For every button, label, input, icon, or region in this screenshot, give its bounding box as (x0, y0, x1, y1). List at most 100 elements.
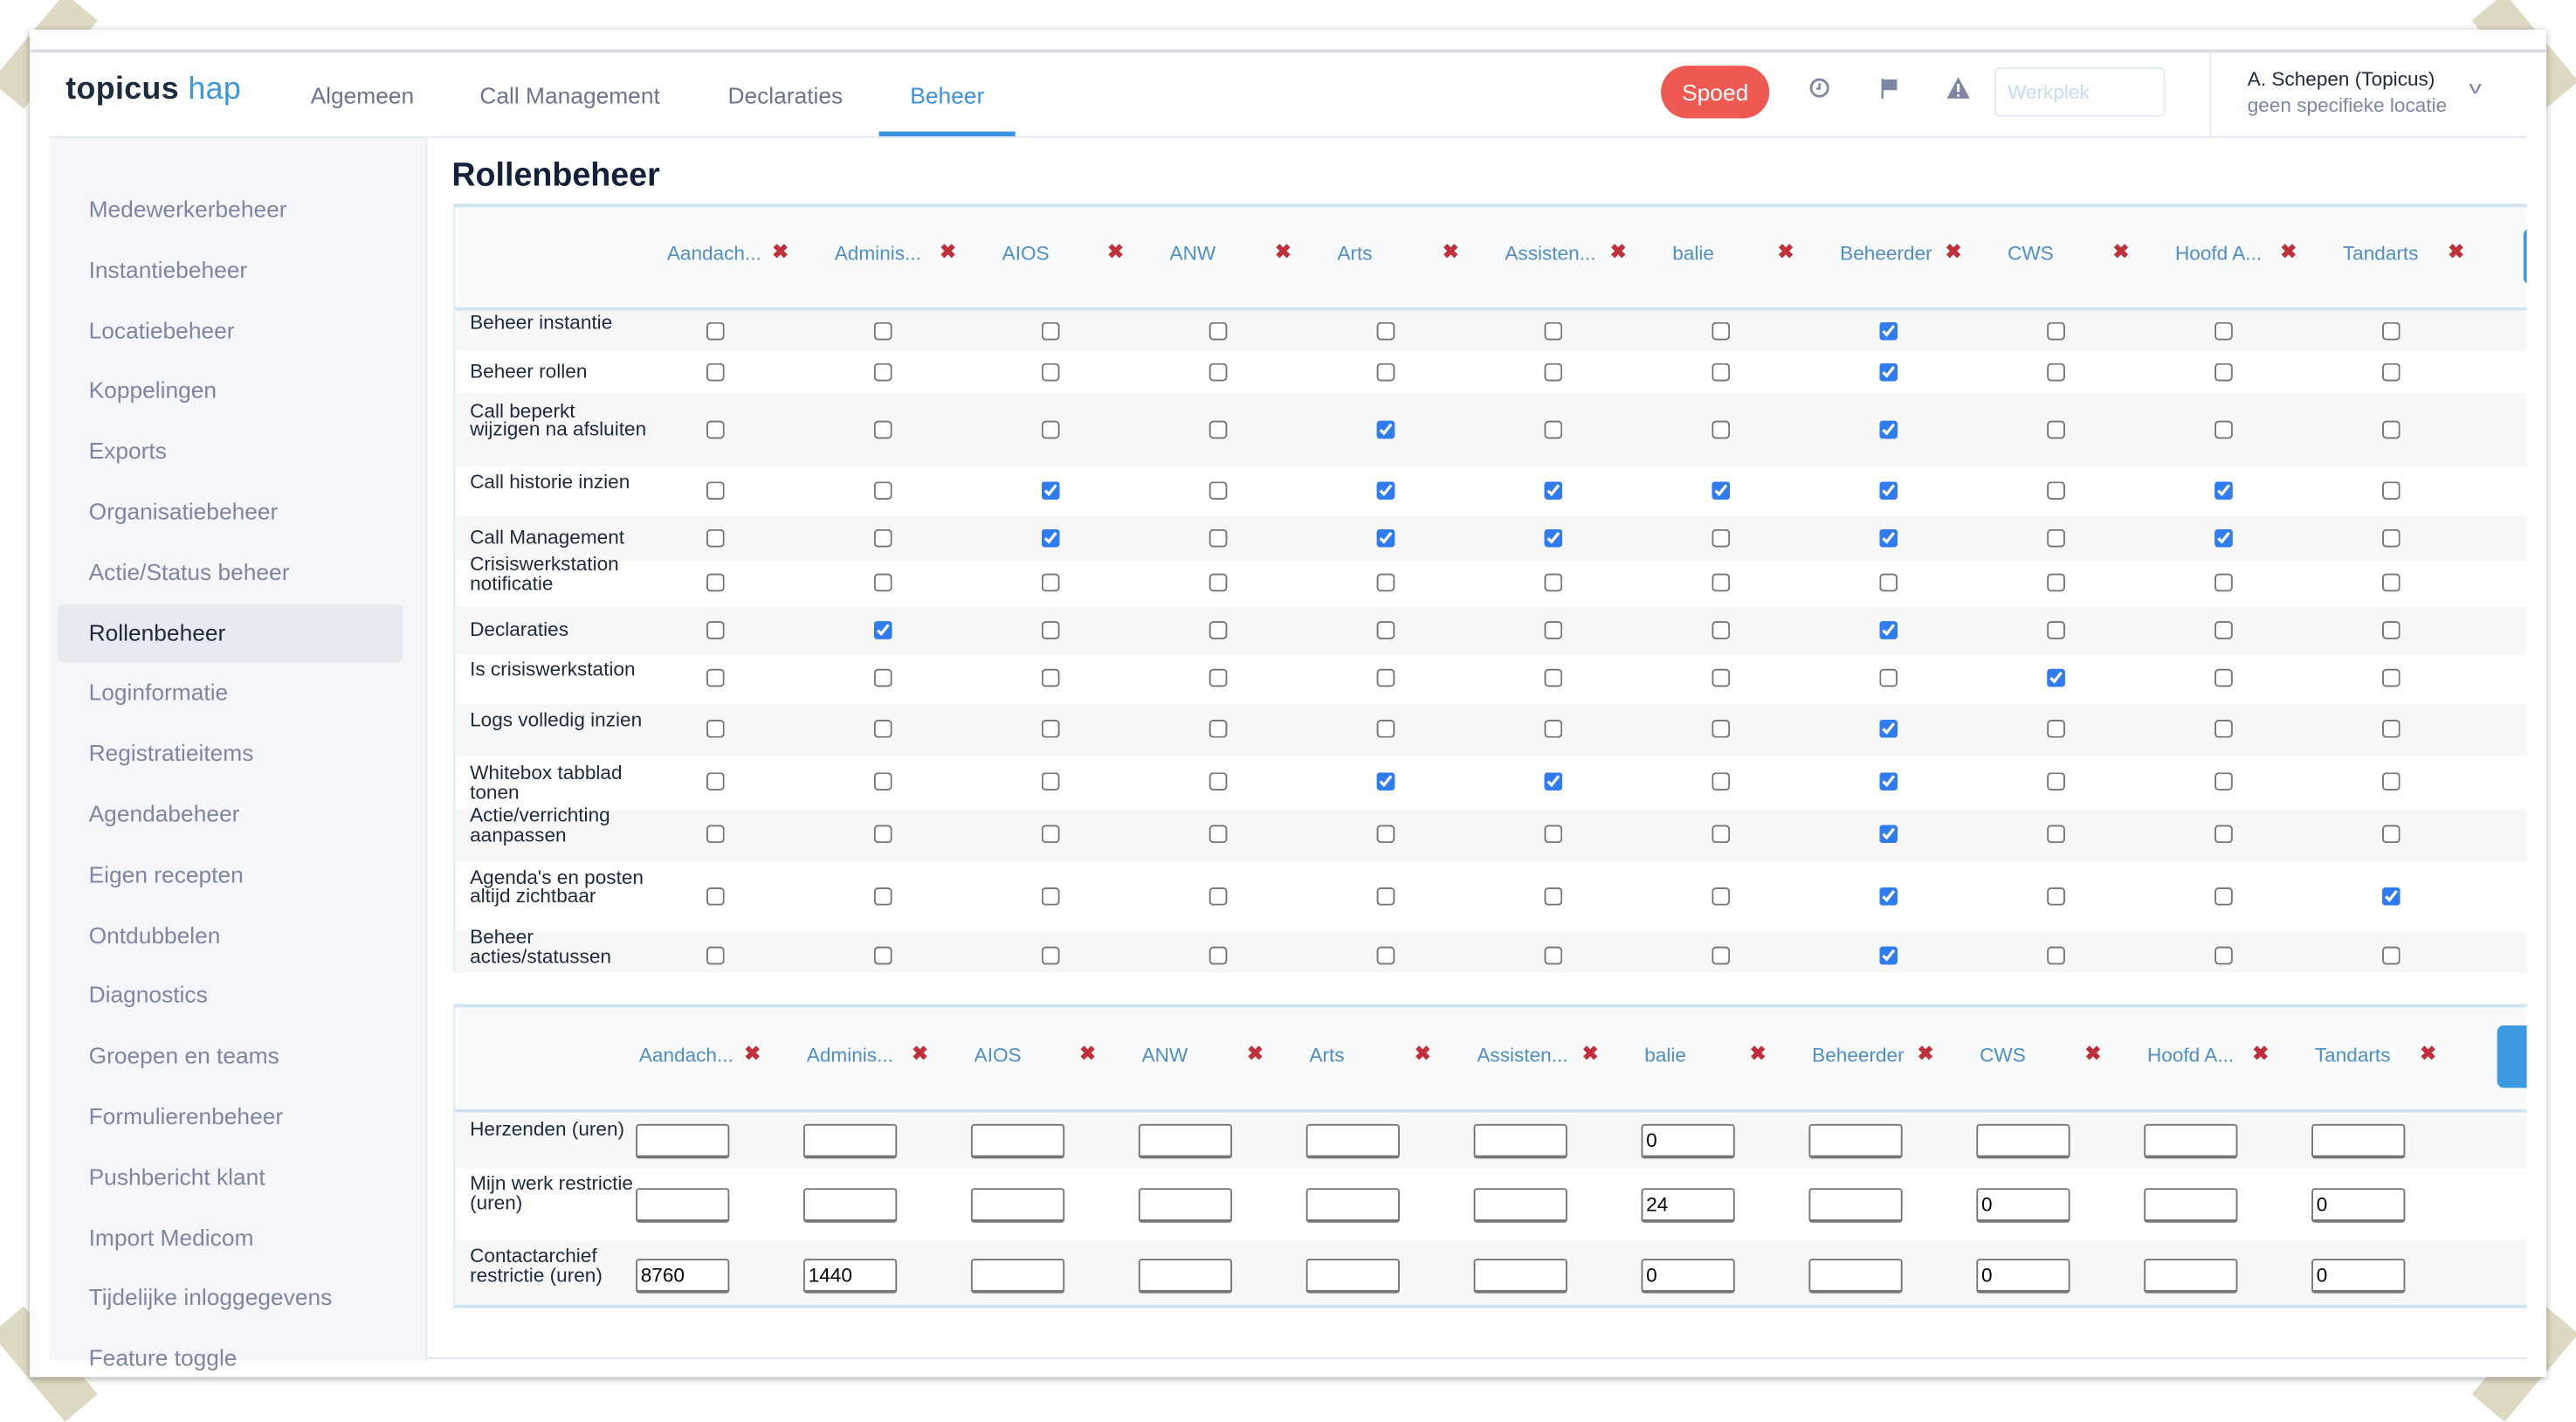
permission-checkbox[interactable] (2382, 362, 2400, 381)
permission-checkbox[interactable] (1041, 321, 1060, 340)
permission-checkbox[interactable] (1544, 668, 1563, 687)
sidebar-item-loginformatie[interactable]: Loginformatie (88, 679, 229, 706)
permission-checkbox[interactable] (2214, 573, 2233, 592)
permission-checkbox[interactable] (1376, 772, 1395, 790)
sidebar-item-organisatiebeheer[interactable]: Organisatiebeheer (88, 498, 279, 525)
remove-role-icon[interactable]: ✖ (2252, 1041, 2269, 1066)
permission-checkbox[interactable] (1209, 668, 1228, 687)
column-header-role[interactable]: CWS (2008, 241, 2054, 265)
sidebar-item-import-medicom[interactable]: Import Medicom (88, 1223, 254, 1250)
setting-input[interactable] (1138, 1188, 1233, 1223)
remove-role-icon[interactable]: ✖ (1414, 1041, 1431, 1066)
permission-checkbox[interactable] (1712, 419, 1731, 438)
setting-input[interactable] (1641, 1123, 1735, 1159)
permission-checkbox[interactable] (873, 668, 892, 687)
permission-checkbox[interactable] (873, 772, 892, 790)
column-header-role[interactable]: Tandarts (2342, 241, 2419, 265)
setting-input[interactable] (1305, 1123, 1400, 1159)
remove-role-icon[interactable]: ✖ (1442, 239, 1459, 264)
setting-input[interactable] (970, 1258, 1065, 1293)
permission-checkbox[interactable] (1376, 481, 1395, 500)
permission-checkbox[interactable] (2382, 720, 2400, 738)
setting-input[interactable] (1138, 1123, 1233, 1159)
column-header-role[interactable]: Assisten... (1505, 241, 1596, 265)
permission-checkbox[interactable] (706, 620, 725, 639)
setting-input[interactable] (2311, 1123, 2406, 1159)
setting-input[interactable] (2144, 1188, 2238, 1223)
spoed-button[interactable]: Spoed (1661, 66, 1770, 119)
sidebar-item-diagnostics[interactable]: Diagnostics (88, 981, 208, 1009)
permission-checkbox[interactable] (1376, 321, 1395, 340)
logo[interactable]: topicus hap (65, 72, 241, 108)
permission-checkbox[interactable] (873, 825, 892, 844)
setting-input[interactable] (1473, 1188, 1567, 1223)
sidebar-item-actie-status-beheer[interactable]: Actie/Status beheer (88, 558, 290, 585)
permission-checkbox[interactable] (1712, 825, 1731, 844)
permission-checkbox[interactable] (873, 419, 892, 438)
permission-checkbox[interactable] (706, 720, 725, 738)
permission-checkbox[interactable] (2214, 946, 2233, 965)
remove-role-icon[interactable]: ✖ (1945, 239, 1962, 264)
permission-checkbox[interactable] (1544, 772, 1563, 790)
nav-declaraties[interactable]: Declaraties (727, 82, 844, 109)
flag-icon[interactable] (1877, 77, 1903, 103)
setting-input[interactable] (1473, 1123, 1567, 1159)
column-header-role[interactable]: Hoofd A... (2146, 1043, 2235, 1067)
permission-checkbox[interactable] (1041, 481, 1060, 500)
column-header-role[interactable]: Arts (1309, 1043, 1345, 1067)
warning-icon[interactable] (1946, 77, 1972, 103)
column-header-role[interactable]: Aandach... (666, 241, 761, 265)
permission-checkbox[interactable] (1544, 362, 1563, 381)
column-header-role[interactable]: ANW (1169, 241, 1216, 265)
permission-checkbox[interactable] (706, 887, 725, 905)
permission-checkbox[interactable] (1376, 362, 1395, 381)
permission-checkbox[interactable] (873, 573, 892, 592)
permission-checkbox[interactable] (1376, 825, 1395, 844)
permission-checkbox[interactable] (873, 528, 892, 547)
column-header-role[interactable]: Aandach... (638, 1043, 734, 1067)
remove-role-icon[interactable]: ✖ (772, 239, 789, 264)
permission-checkbox[interactable] (706, 419, 725, 438)
remove-role-icon[interactable]: ✖ (2280, 239, 2297, 264)
column-header-role[interactable]: AIOS (974, 1043, 1022, 1067)
permission-checkbox[interactable] (1041, 620, 1060, 639)
permission-checkbox[interactable] (1376, 668, 1395, 687)
permission-checkbox[interactable] (1041, 887, 1060, 905)
permission-checkbox[interactable] (873, 720, 892, 738)
permission-checkbox[interactable] (2047, 772, 2065, 790)
permission-checkbox[interactable] (1712, 573, 1731, 592)
column-header-role[interactable]: Hoofd A... (2174, 241, 2263, 265)
permission-checkbox[interactable] (1544, 321, 1563, 340)
permission-checkbox[interactable] (1544, 573, 1563, 592)
permission-checkbox[interactable] (2382, 620, 2400, 639)
column-header-role[interactable]: AIOS (1002, 241, 1050, 265)
permission-checkbox[interactable] (706, 481, 725, 500)
permission-checkbox[interactable] (2214, 668, 2233, 687)
permission-checkbox[interactable] (706, 573, 725, 592)
sidebar-item-locatiebeheer[interactable]: Locatiebeheer (88, 316, 235, 343)
column-header-role[interactable]: Tandarts (2314, 1043, 2391, 1067)
permission-checkbox[interactable] (2214, 887, 2233, 905)
permission-checkbox[interactable] (1209, 720, 1228, 738)
permission-checkbox[interactable] (2214, 620, 2233, 639)
permission-checkbox[interactable] (2382, 419, 2400, 438)
permission-checkbox[interactable] (706, 528, 725, 547)
permission-checkbox[interactable] (1712, 772, 1731, 790)
permission-checkbox[interactable] (873, 362, 892, 381)
sidebar-item-formulierenbeheer[interactable]: Formulierenbeheer (88, 1102, 284, 1129)
column-header-role[interactable]: balie (1672, 241, 1714, 265)
permission-checkbox[interactable] (2382, 668, 2400, 687)
sidebar-item-pushbericht-klant[interactable]: Pushbericht klant (88, 1163, 265, 1190)
remove-role-icon[interactable]: ✖ (1749, 1041, 1767, 1066)
setting-input[interactable] (1641, 1188, 1735, 1223)
permission-checkbox[interactable] (1209, 772, 1228, 790)
setting-input[interactable] (970, 1123, 1065, 1159)
column-header-role[interactable]: ANW (1141, 1043, 1188, 1067)
permission-checkbox[interactable] (1376, 946, 1395, 965)
permission-checkbox[interactable] (1544, 720, 1563, 738)
permission-checkbox[interactable] (2382, 573, 2400, 592)
permission-checkbox[interactable] (1376, 887, 1395, 905)
remove-role-icon[interactable]: ✖ (1107, 239, 1124, 264)
permission-checkbox[interactable] (1879, 321, 1898, 340)
permission-checkbox[interactable] (2382, 887, 2400, 905)
